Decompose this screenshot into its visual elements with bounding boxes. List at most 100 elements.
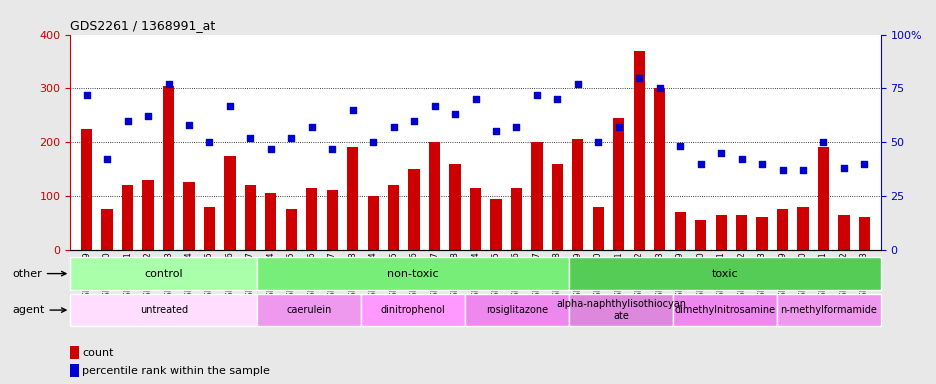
Point <box>284 135 299 141</box>
Point <box>79 92 94 98</box>
Bar <box>469 188 481 250</box>
Bar <box>183 182 195 250</box>
Bar <box>346 147 358 250</box>
Bar <box>70 294 257 326</box>
Bar <box>388 185 399 250</box>
Text: n-methylformamide: n-methylformamide <box>780 305 876 315</box>
Bar <box>70 364 79 377</box>
Text: agent: agent <box>12 305 66 315</box>
Bar <box>695 220 706 250</box>
Point <box>140 113 155 119</box>
Point <box>591 139 606 145</box>
Text: non-toxic: non-toxic <box>387 268 439 279</box>
Bar <box>265 193 276 250</box>
Point <box>263 146 278 152</box>
Point <box>304 124 319 130</box>
Bar <box>257 294 361 326</box>
Point <box>508 124 523 130</box>
Text: caerulein: caerulein <box>286 305 331 315</box>
Bar <box>70 346 79 359</box>
Text: dimethylnitrosamine: dimethylnitrosamine <box>674 305 775 315</box>
Point <box>120 118 135 124</box>
Point <box>774 167 789 173</box>
Bar <box>776 294 880 326</box>
Bar <box>797 207 808 250</box>
Bar <box>101 209 112 250</box>
Bar <box>531 142 542 250</box>
Point <box>672 143 687 149</box>
Point <box>344 107 359 113</box>
Bar <box>838 215 849 250</box>
Text: GDS2261 / 1368991_at: GDS2261 / 1368991_at <box>70 19 215 32</box>
Text: control: control <box>144 268 183 279</box>
Point <box>467 96 482 102</box>
Point <box>713 150 728 156</box>
Bar <box>653 88 665 250</box>
Point <box>488 128 503 134</box>
Bar <box>122 185 133 250</box>
Point <box>610 124 625 130</box>
Bar <box>755 217 767 250</box>
Bar <box>306 188 317 250</box>
Bar <box>817 147 828 250</box>
Text: other: other <box>12 268 66 279</box>
Point <box>549 96 564 102</box>
Point <box>815 139 830 145</box>
Bar <box>224 156 235 250</box>
Point <box>202 139 217 145</box>
Point <box>406 118 421 124</box>
Bar <box>858 217 870 250</box>
Point <box>753 161 768 167</box>
Bar <box>776 209 787 250</box>
Bar <box>735 215 746 250</box>
Point <box>447 111 462 117</box>
Point <box>529 92 544 98</box>
Text: untreated: untreated <box>139 305 187 315</box>
Point <box>242 135 257 141</box>
Bar <box>449 164 461 250</box>
Bar <box>510 188 521 250</box>
Bar <box>327 190 338 250</box>
Point <box>222 103 237 109</box>
Point <box>856 161 871 167</box>
Point <box>386 124 401 130</box>
Bar <box>551 164 563 250</box>
Bar <box>70 257 257 290</box>
Bar <box>204 207 215 250</box>
Bar <box>142 180 154 250</box>
Point <box>365 139 380 145</box>
Bar <box>715 215 726 250</box>
Bar <box>490 199 501 250</box>
Point <box>795 167 810 173</box>
Text: dinitrophenol: dinitrophenol <box>380 305 446 315</box>
Bar <box>285 209 297 250</box>
Bar <box>592 207 604 250</box>
Text: count: count <box>81 348 113 358</box>
Text: percentile rank within the sample: percentile rank within the sample <box>81 366 270 376</box>
Text: toxic: toxic <box>710 268 738 279</box>
Bar <box>672 294 776 326</box>
Bar <box>361 294 464 326</box>
Point <box>733 156 748 162</box>
Bar <box>464 294 568 326</box>
Bar <box>429 142 440 250</box>
Bar <box>257 257 568 290</box>
Point <box>570 81 585 87</box>
Bar <box>612 118 623 250</box>
Point <box>325 146 340 152</box>
Bar <box>367 196 378 250</box>
Bar <box>633 51 644 250</box>
Bar <box>80 129 92 250</box>
Point <box>99 156 114 162</box>
Text: rosiglitazone: rosiglitazone <box>486 305 548 315</box>
Bar <box>568 257 880 290</box>
Text: alpha-naphthylisothiocyan
ate: alpha-naphthylisothiocyan ate <box>555 299 685 321</box>
Bar <box>408 169 419 250</box>
Point <box>836 165 851 171</box>
Point <box>161 81 176 87</box>
Bar <box>244 185 256 250</box>
Point <box>631 74 646 81</box>
Point <box>651 85 666 91</box>
Point <box>182 122 197 128</box>
Point <box>693 161 708 167</box>
